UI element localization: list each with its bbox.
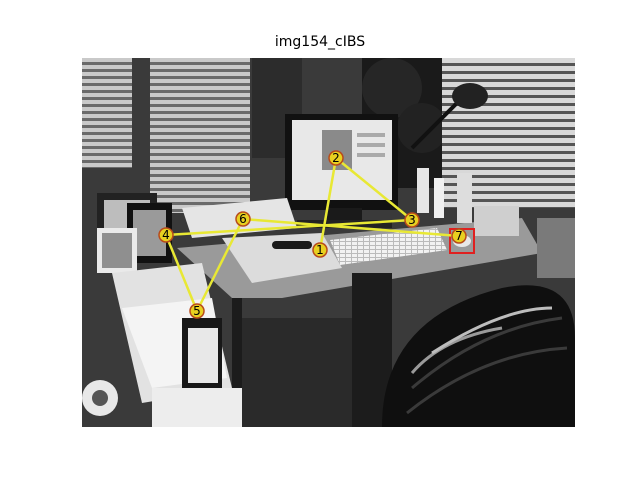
fixation-marker: [158, 227, 174, 243]
scanpath-segment: [195, 218, 245, 312]
fixation-marker: [328, 150, 344, 166]
fixation-marker: [235, 211, 251, 227]
fixation-label: 7: [455, 229, 463, 243]
scanpath-segment: [318, 157, 338, 251]
fixation-marker: [404, 212, 420, 228]
fixation-label: 4: [162, 228, 170, 242]
scanpath-segment: [164, 234, 199, 312]
fixation-label: 3: [408, 213, 416, 227]
fixation-label: 2: [332, 151, 340, 165]
scanpath-segment: [242, 217, 460, 238]
scanpath-segment: [165, 218, 413, 237]
scanpath-segment: [335, 157, 413, 221]
fixation-label: 1: [316, 243, 324, 257]
fixation-marker: [312, 242, 328, 258]
fixation-marker: [189, 303, 205, 319]
figure-title: img154_cIBS: [274, 34, 366, 50]
fixation-marker: [451, 228, 467, 244]
fixation-label: 5: [193, 304, 201, 318]
fixation-label: 6: [239, 212, 247, 226]
